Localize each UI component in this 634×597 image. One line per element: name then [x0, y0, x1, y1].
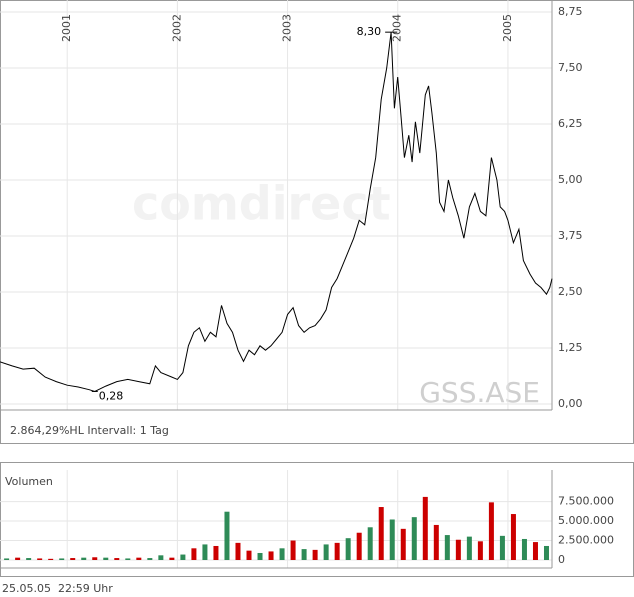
volume-bar: [334, 542, 340, 560]
volume-bar: [543, 545, 549, 560]
price-panel: [0, 0, 634, 444]
y-tick-label: 2,50: [558, 285, 583, 298]
x-tick-label: 2005: [501, 14, 514, 42]
volume-bar: [301, 549, 307, 560]
y-tick-label: 6,25: [558, 117, 583, 130]
volume-bar: [488, 502, 494, 560]
y-tick-label: 2.500.000: [558, 534, 614, 547]
x-tick-label: 2002: [170, 14, 183, 42]
x-tick-label: 2001: [60, 14, 73, 42]
volume-bar: [378, 507, 384, 560]
volume-bar: [202, 544, 208, 560]
annotation-label: 0,28: [99, 389, 124, 402]
x-tick-label: 2004: [391, 14, 404, 42]
volume-bar: [246, 550, 252, 560]
footer-time: 22:59 Uhr: [58, 582, 113, 595]
y-tick-label: 3,75: [558, 229, 583, 242]
y-tick-label: 0,00: [558, 397, 583, 410]
volume-bar: [191, 548, 197, 560]
volume-bar: [433, 524, 439, 560]
subtitle: 2.864,29%HL Intervall: 1 Tag: [10, 424, 169, 437]
volume-bar: [81, 557, 87, 560]
volume-bar: [59, 558, 65, 560]
volume-bar: [323, 544, 329, 560]
y-tick-label: 1,25: [558, 341, 583, 354]
volume-bar: [279, 548, 285, 560]
price-line: [0, 32, 553, 393]
volume-bar: [455, 539, 461, 560]
volume-bar: [345, 538, 351, 560]
volume-bar: [169, 557, 175, 560]
volume-bar: [422, 496, 428, 560]
volume-bar: [70, 558, 76, 560]
volume-bar: [92, 557, 98, 560]
annotation-label: 8,30: [357, 25, 382, 38]
volume-bar: [521, 538, 527, 560]
y-tick-label: 7,50: [558, 61, 583, 74]
volume-bar: [499, 535, 505, 560]
volume-bar: [389, 519, 395, 560]
volume-bar: [213, 545, 219, 560]
watermark: comdirect: [132, 177, 391, 231]
volume-bar: [444, 535, 450, 560]
volume-bar: [48, 558, 54, 560]
y-tick-label: 0: [558, 553, 565, 566]
y-tick-label: 5,00: [558, 173, 583, 186]
volume-bar: [147, 558, 153, 560]
volume-bar: [532, 542, 538, 560]
volume-bar: [290, 540, 296, 560]
volume-bar: [367, 527, 373, 560]
volume-bar: [136, 557, 142, 560]
volume-bar: [466, 536, 472, 560]
volume-bar: [356, 532, 362, 560]
volume-bar: [103, 557, 109, 560]
volume-bar: [114, 558, 120, 560]
volume-bar: [15, 557, 21, 560]
volume-bar: [268, 551, 274, 560]
volume-bar: [257, 552, 263, 560]
volume-bar: [180, 554, 186, 560]
volume-title: Volumen: [5, 475, 53, 488]
volume-bar: [224, 511, 230, 560]
volume-bar: [400, 528, 406, 560]
volume-bar: [235, 542, 241, 560]
volume-bar: [477, 541, 483, 560]
y-tick-label: 8,75: [558, 5, 583, 18]
volume-bar: [4, 558, 10, 560]
volume-bar: [312, 549, 318, 560]
x-tick-label: 2003: [281, 14, 294, 42]
footer-date: 25.05.05: [2, 582, 51, 595]
volume-bar: [125, 558, 131, 560]
volume-bar: [158, 555, 164, 560]
volume-bar: [37, 558, 43, 560]
y-tick-label: 7.500.000: [558, 495, 614, 508]
volume-bar: [510, 514, 516, 560]
y-tick-label: 5.000.000: [558, 514, 614, 527]
volume-bar: [26, 558, 32, 560]
volume-bar: [411, 517, 417, 560]
